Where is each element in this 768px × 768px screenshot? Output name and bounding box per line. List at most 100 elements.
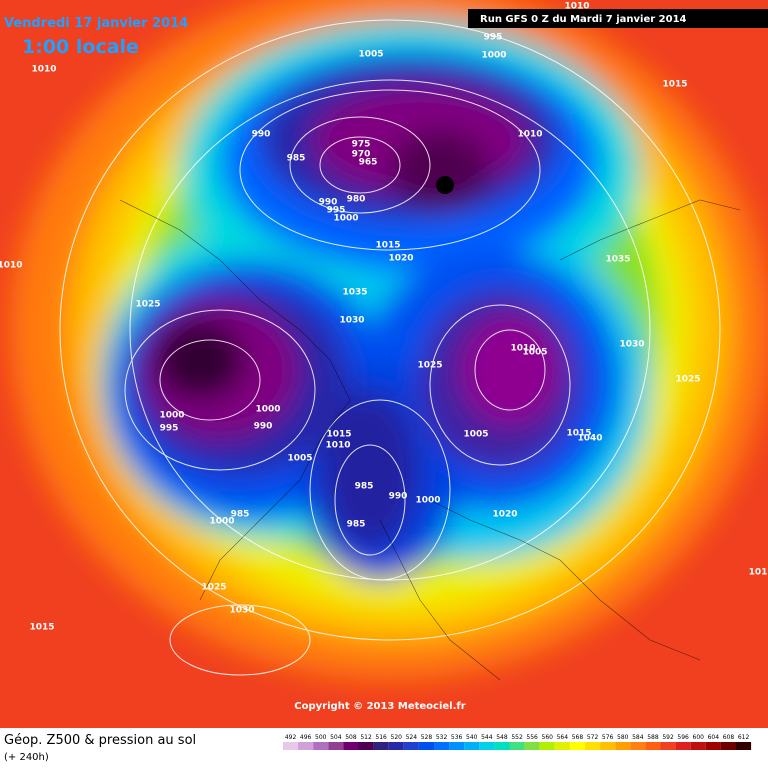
isobar-label: 995 (484, 33, 503, 43)
run-box (468, 9, 768, 28)
scale-label: 548 (496, 734, 508, 741)
scale-label: 580 (617, 734, 629, 741)
isobar-label: 1000 (209, 517, 234, 527)
isobar-label: 1010 (564, 2, 589, 12)
scale-swatch (449, 742, 465, 750)
isobar-label: 1015 (662, 80, 687, 90)
isobar-label: 1030 (339, 316, 364, 326)
isobar-label: 995 (327, 206, 346, 216)
scale-swatch (690, 742, 706, 750)
scale-label: 604 (708, 734, 720, 741)
coastlines (119, 199, 741, 681)
scale-swatch (630, 742, 646, 750)
isobar-label: 1030 (619, 340, 644, 350)
scale-swatch (509, 742, 525, 750)
isobar-label: 1005 (522, 348, 547, 358)
geopotential-field (0, 0, 768, 728)
scale-swatch (283, 742, 299, 750)
isobar-label: 995 (160, 424, 179, 434)
scale-swatch (373, 742, 389, 750)
isobar-label: 985 (347, 520, 366, 530)
scale-label: 564 (557, 734, 569, 741)
isobar-label: 1015 (566, 429, 591, 439)
scale-label: 520 (391, 734, 403, 741)
scale-label: 572 (587, 734, 599, 741)
scale-swatch (615, 742, 631, 750)
isobar-label: 1025 (675, 375, 700, 385)
isobar-label: 985 (287, 154, 306, 164)
scale-label: 592 (662, 734, 674, 741)
scale-label: 500 (315, 734, 327, 741)
scale-swatch (660, 742, 676, 750)
time: 1:00 locale (22, 36, 139, 58)
isobar-label: 985 (231, 510, 250, 520)
scale-label: 532 (436, 734, 448, 741)
scale-swatch (434, 742, 450, 750)
isobar-label: 1005 (463, 430, 488, 440)
scale-label: 588 (647, 734, 659, 741)
legend-subtitle: (+ 240h) (4, 752, 49, 763)
scale-label: 512 (360, 734, 372, 741)
isobar-label: 1010 (0, 261, 23, 271)
isobar-label: 1010 (517, 130, 542, 140)
scale-label: 584 (632, 734, 644, 741)
scale-swatch (494, 742, 510, 750)
scale-swatch (539, 742, 555, 750)
isobar-label: 1035 (342, 288, 367, 298)
copyright: Copyright © 2013 Meteociel.fr (294, 701, 465, 712)
scale-label: 492 (285, 734, 297, 741)
scale-swatch (298, 742, 314, 750)
legend-title: Géop. Z500 & pression au sol (4, 733, 196, 748)
scale-label: 608 (723, 734, 735, 741)
isobar-label: 101 (749, 568, 768, 578)
isobar-label: 970 (352, 150, 371, 160)
scale-label: 528 (421, 734, 433, 741)
scale-label: 600 (693, 734, 705, 741)
scale-swatch (388, 742, 404, 750)
scale-label: 516 (375, 734, 387, 741)
scale-label: 576 (602, 734, 614, 741)
isobar-label: 1000 (415, 496, 440, 506)
isobar-label: 1030 (229, 606, 254, 616)
scale-label: 540 (466, 734, 478, 741)
scale-label: 524 (406, 734, 418, 741)
scale-swatch (554, 742, 570, 750)
isobar-label: 975 (352, 140, 371, 150)
isobar-label: 990 (389, 492, 408, 502)
scale-swatch (524, 742, 540, 750)
scale-swatch (720, 742, 736, 750)
isobar-label: 1000 (159, 411, 184, 421)
isobar-label: 1000 (481, 51, 506, 61)
scale-swatch (600, 742, 616, 750)
scale-label: 508 (345, 734, 357, 741)
scale-swatch (328, 742, 344, 750)
isobar-label: 1025 (135, 300, 160, 310)
isobar-label: 1025 (417, 361, 442, 371)
scale-label: 552 (511, 734, 523, 741)
scale-swatch (418, 742, 434, 750)
scale-label: 496 (300, 734, 312, 741)
isobar-label: 1010 (325, 441, 350, 451)
isobar-label: 1035 (605, 255, 630, 265)
scale-label: 544 (481, 734, 493, 741)
isobar-label: 1025 (201, 583, 226, 593)
isobar-lines (59, 19, 721, 676)
scale-swatch (569, 742, 585, 750)
scale-swatch (736, 742, 752, 750)
scale-swatch (645, 742, 661, 750)
scale-swatch (585, 742, 601, 750)
isobar-label: 1020 (492, 510, 517, 520)
scale-label: 560 (542, 734, 554, 741)
scale-label: 612 (738, 734, 750, 741)
date: Vendredi 17 janvier 2014 (4, 16, 188, 31)
isobar-label: 1015 (29, 623, 54, 633)
isobar-label: 1010 (31, 65, 56, 75)
isobar-label: 1015 (326, 430, 351, 440)
scale-swatch (464, 742, 480, 750)
scale-swatch (675, 742, 691, 750)
scale-label: 556 (526, 734, 538, 741)
isobar-label: 1015 (375, 241, 400, 251)
isobar-label: 1040 (577, 434, 602, 444)
isobar-label: 1005 (287, 454, 312, 464)
